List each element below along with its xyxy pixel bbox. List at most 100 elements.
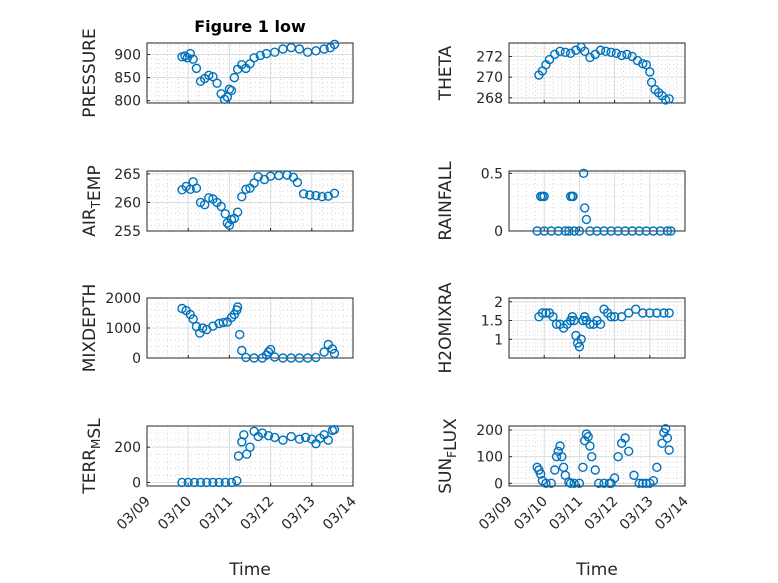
data-point <box>623 308 634 318</box>
y-axis-label: PRESSURE <box>80 28 100 117</box>
plot-frame <box>146 42 354 104</box>
y-axis-label: MIXDEPTH <box>80 284 100 373</box>
data-point <box>664 445 674 455</box>
data-point <box>294 44 305 54</box>
data-point <box>535 469 546 479</box>
data-point <box>541 308 551 318</box>
x-tick-label: 03/12 <box>582 494 622 534</box>
data-point <box>216 201 226 212</box>
x-tick-label: 03/09 <box>476 494 516 534</box>
data-point <box>595 319 606 329</box>
x-axis-label-left: Time <box>228 560 271 580</box>
x-tick-label: 03/11 <box>546 494 586 534</box>
data-point <box>620 433 630 443</box>
data-point <box>226 85 237 96</box>
data-point <box>327 344 338 354</box>
data-point <box>638 308 648 318</box>
data-point <box>329 424 340 435</box>
data-point <box>329 188 340 198</box>
data-point <box>641 226 651 236</box>
data-point <box>551 319 562 329</box>
data-point <box>555 441 565 451</box>
data-point <box>662 433 673 443</box>
plot-frame <box>146 170 354 232</box>
y-tick-label: 1.5 <box>481 314 503 330</box>
x-tick-label: 03/12 <box>238 494 278 534</box>
data-point <box>613 226 623 236</box>
data-point <box>199 200 210 210</box>
data-point <box>305 190 315 200</box>
data-point <box>292 177 303 188</box>
data-point <box>645 67 655 77</box>
data-point <box>581 214 592 225</box>
data-point <box>183 477 193 488</box>
data-point <box>553 226 563 236</box>
data-point <box>263 347 274 357</box>
data-point <box>548 312 558 322</box>
data-point <box>229 72 240 83</box>
data-point <box>664 308 674 318</box>
data-point <box>627 226 637 236</box>
data-point <box>623 446 634 457</box>
data-point <box>532 226 542 236</box>
data-point <box>595 45 606 55</box>
data-point <box>662 226 673 236</box>
data-point <box>565 48 576 59</box>
data-point <box>587 451 597 462</box>
y-tick-label: 2 <box>494 295 503 311</box>
data-point <box>583 431 593 442</box>
data-point <box>544 54 555 65</box>
x-tick-label: 03/13 <box>617 494 657 534</box>
data-point <box>197 323 208 333</box>
data-point <box>606 47 616 58</box>
data-point <box>560 226 571 236</box>
data-point <box>278 435 288 445</box>
data-point <box>208 71 218 82</box>
y-tick-label: 2000 <box>105 291 141 307</box>
y-axis-label: TERRMSL <box>80 418 105 495</box>
y-tick-label: 260 <box>114 195 141 211</box>
data-point <box>541 478 551 489</box>
data-point <box>609 312 620 322</box>
data-point <box>329 39 340 50</box>
y-tick-label: 850 <box>114 71 141 87</box>
data-point <box>229 309 240 320</box>
y-tick-label: 270 <box>476 70 503 86</box>
data-point <box>208 477 218 488</box>
subplot-sun-flux: 0 100 200 SUNFLUX 03/0903/1003/1103/1203/130… <box>436 418 692 534</box>
data-point <box>232 207 243 217</box>
x-tick-label: 03/09 <box>114 494 154 534</box>
data-point <box>255 50 265 61</box>
subplot-terr-msl: 0 200 TERRMSL 03/09 03/10 03/11 03/12 03/13 03/1… <box>80 418 360 534</box>
plot-frame <box>508 42 686 104</box>
y-axis-label: THETA <box>436 45 456 101</box>
data-point <box>286 431 296 442</box>
data-point <box>601 46 611 56</box>
data-point <box>263 431 274 441</box>
data-point <box>311 352 321 363</box>
data-point <box>257 428 268 438</box>
data-point <box>317 192 327 202</box>
data-point <box>539 191 549 202</box>
data-point <box>579 46 590 56</box>
data-point <box>606 312 616 322</box>
data-point <box>574 478 585 489</box>
data-point <box>298 189 309 199</box>
data-point <box>613 451 623 462</box>
data-point <box>323 435 333 445</box>
data-point <box>265 344 276 355</box>
data-point <box>214 477 224 488</box>
data-point <box>560 47 571 58</box>
y-axis-label: H2OMIXRA <box>436 282 456 373</box>
x-tick-label: 03/10 <box>511 494 551 534</box>
data-point <box>226 477 237 488</box>
data-point <box>539 226 549 236</box>
data-point <box>282 170 292 180</box>
data-point <box>659 308 669 318</box>
data-point <box>232 302 243 312</box>
y-tick-label: 0 <box>132 475 141 491</box>
data-point <box>241 184 251 194</box>
data-point <box>599 226 609 236</box>
data-point <box>568 191 578 202</box>
data-point <box>188 54 198 64</box>
